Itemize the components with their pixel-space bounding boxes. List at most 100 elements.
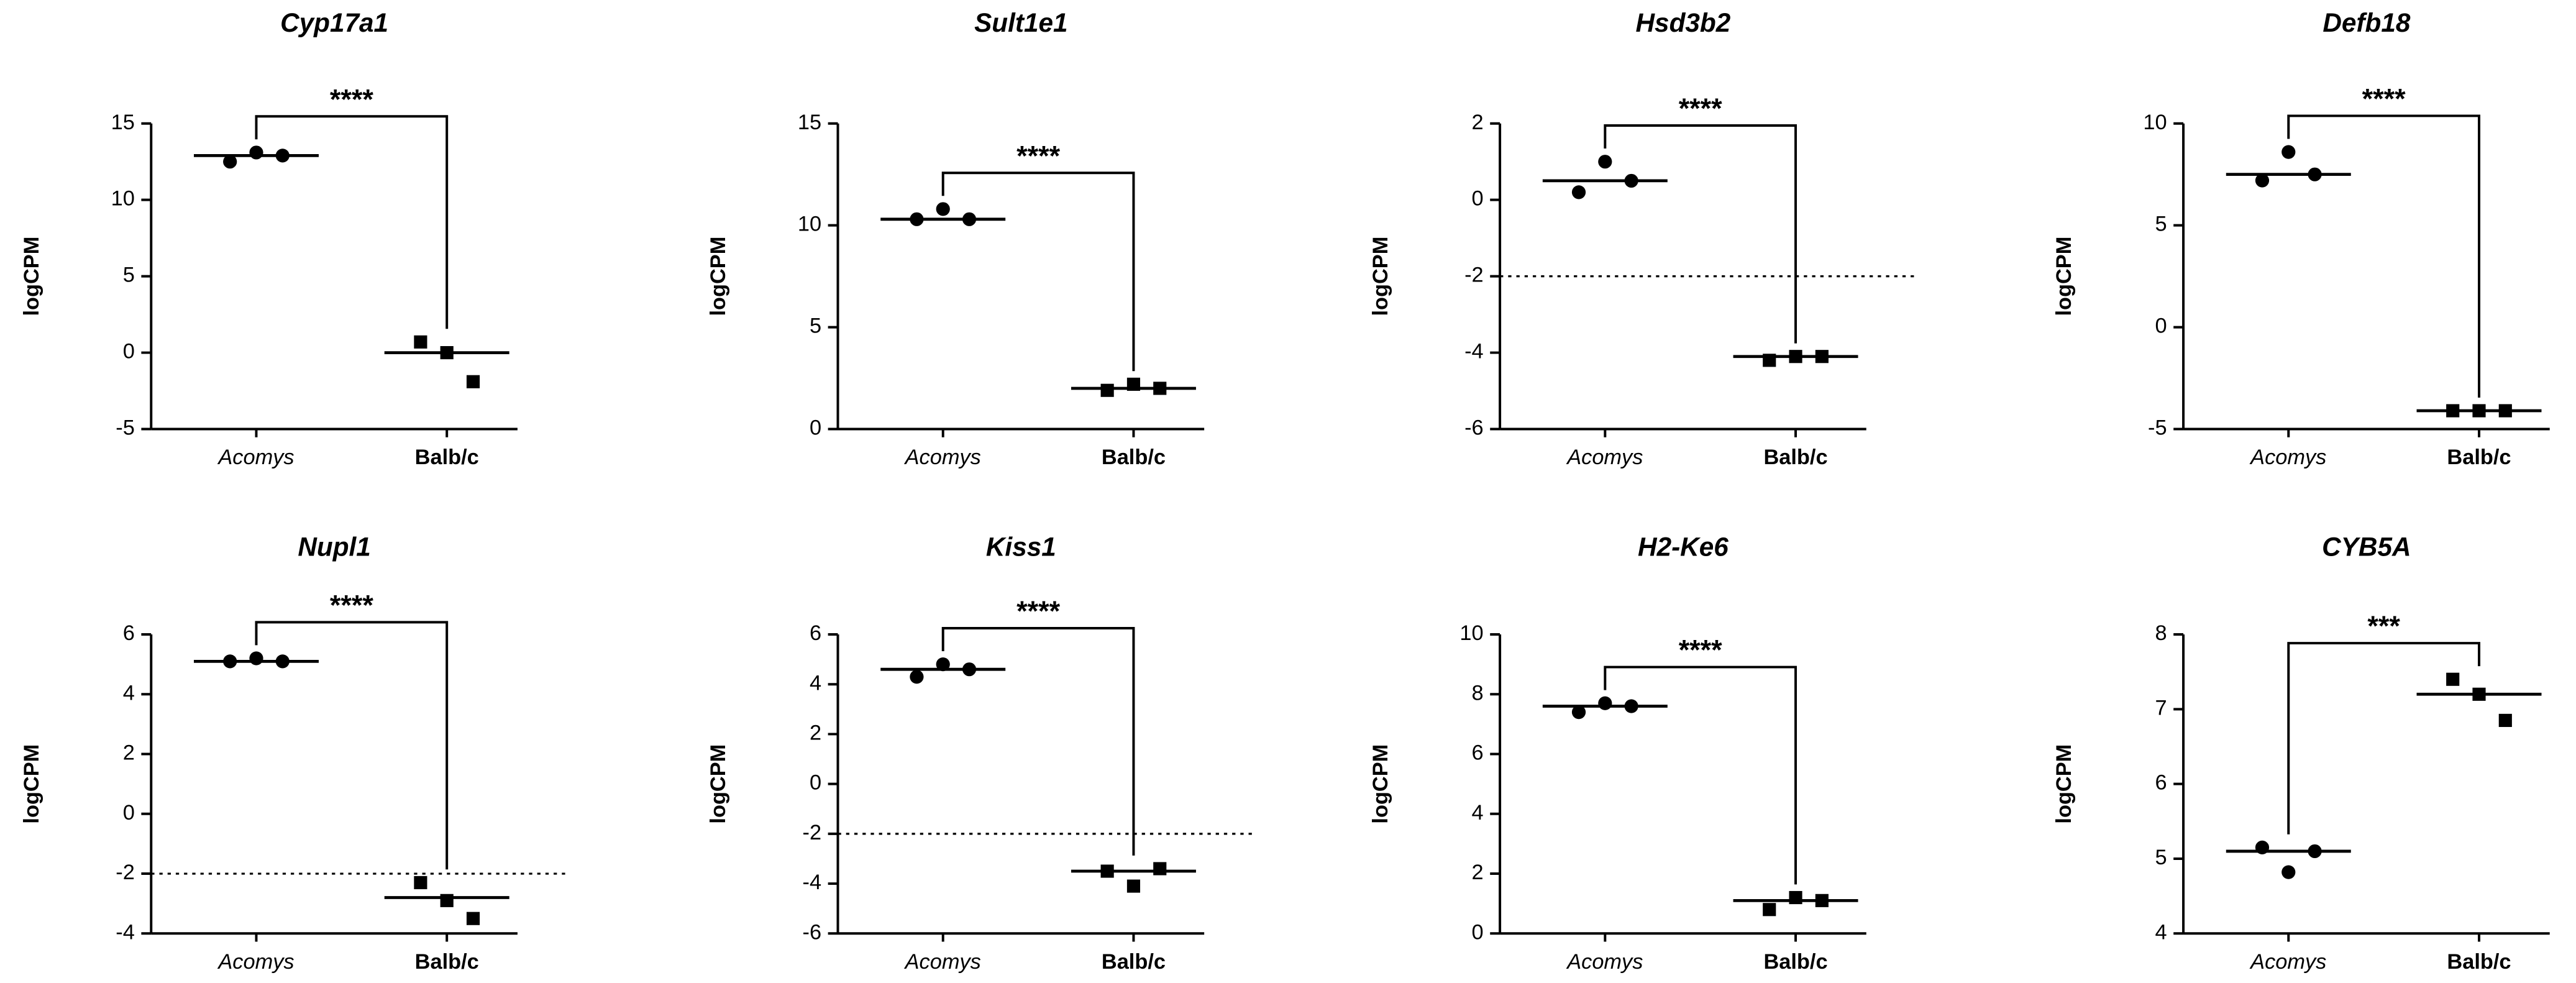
significance-label: **** — [1679, 93, 1722, 124]
y-tick-label: 0 — [810, 771, 821, 795]
y-tick-label: 2 — [810, 721, 821, 745]
y-axis-label: logCPM — [1369, 744, 1392, 824]
significance-bracket — [255, 115, 449, 329]
significance-bracket — [941, 171, 1135, 372]
x-tick-label: Balb/c — [1102, 950, 1166, 974]
data-point — [2498, 404, 2512, 418]
data-point — [2446, 672, 2460, 686]
significance-bracket — [1604, 124, 1797, 344]
data-point — [1789, 890, 1802, 905]
data-point — [466, 912, 480, 925]
data-point — [275, 149, 290, 163]
y-tick-label: 2 — [123, 741, 135, 765]
x-tick-label: Balb/c — [2447, 446, 2511, 469]
y-tick-label: 2 — [1472, 861, 1484, 884]
data-point — [2308, 844, 2322, 859]
y-tick-label: 5 — [123, 263, 135, 287]
significance-label: **** — [330, 83, 373, 115]
y-tick-label: 0 — [123, 340, 135, 363]
data-point — [414, 876, 427, 890]
y-tick-label: -6 — [803, 920, 822, 944]
data-point — [466, 375, 480, 388]
significance-bracket — [1604, 665, 1797, 885]
significance-label: *** — [2367, 610, 2400, 642]
y-tick-label: 5 — [810, 314, 821, 338]
y-tick-label: 5 — [2155, 846, 2167, 869]
data-point — [2281, 145, 2296, 159]
x-tick-label: Acomys — [2249, 446, 2326, 469]
chart-title: Cyp17a1 — [280, 8, 388, 37]
data-point — [910, 670, 924, 684]
y-tick-label: 10 — [1459, 621, 1483, 645]
data-point — [2281, 865, 2296, 879]
data-point — [1126, 377, 1141, 391]
data-point — [1153, 862, 1167, 876]
x-tick-label: Acomys — [1566, 446, 1643, 469]
chart-title: Nupl1 — [298, 533, 370, 562]
y-tick-label: 2 — [1472, 111, 1484, 134]
y-tick-label: 7 — [2155, 696, 2167, 720]
data-point — [936, 657, 950, 672]
data-point — [2472, 687, 2486, 701]
y-tick-label: 0 — [1472, 187, 1484, 211]
y-tick-label: -2 — [803, 821, 822, 844]
y-tick-label: -4 — [803, 871, 822, 894]
y-tick-label: 6 — [1472, 741, 1484, 765]
y-tick-label: 6 — [2155, 771, 2167, 795]
y-tick-label: 8 — [1472, 681, 1484, 705]
significance-label: **** — [1679, 634, 1722, 666]
data-point — [1789, 350, 1802, 363]
data-point — [1126, 879, 1141, 893]
significance-label: **** — [1016, 140, 1060, 171]
data-point — [1571, 705, 1586, 720]
y-tick-label: 6 — [810, 621, 821, 645]
data-point — [1598, 155, 1612, 169]
y-axis-label: logCPM — [20, 237, 43, 316]
x-tick-label: Balb/c — [415, 446, 479, 469]
y-axis-label: logCPM — [20, 744, 43, 824]
chart-title: CYB5A — [2322, 533, 2411, 562]
y-tick-label: 6 — [123, 621, 135, 645]
data-point — [223, 155, 237, 169]
data-point — [910, 212, 924, 226]
y-tick-label: 10 — [111, 187, 135, 211]
y-tick-label: 8 — [2155, 621, 2167, 645]
data-point — [1598, 696, 1612, 710]
x-tick-label: Balb/c — [1763, 446, 1827, 469]
data-point — [1624, 173, 1638, 188]
y-axis-label: logCPM — [2052, 744, 2076, 824]
data-point — [2255, 173, 2270, 188]
chart-title: Kiss1 — [986, 533, 1056, 562]
significance-label: **** — [330, 589, 373, 621]
x-tick-label: Balb/c — [1102, 446, 1166, 469]
data-point — [2255, 840, 2270, 855]
y-tick-label: 0 — [810, 416, 821, 440]
significance-label: **** — [1016, 595, 1060, 627]
y-tick-label: -4 — [116, 920, 135, 944]
x-tick-label: Acomys — [217, 446, 294, 469]
y-tick-label: 10 — [2143, 111, 2167, 134]
y-tick-label: -2 — [116, 861, 135, 884]
y-axis-label: logCPM — [2052, 237, 2076, 316]
x-tick-label: Acomys — [1566, 950, 1643, 974]
data-point — [249, 651, 263, 665]
y-axis-label: logCPM — [706, 237, 730, 316]
y-tick-label: -6 — [1464, 416, 1484, 440]
y-tick-label: 0 — [2155, 314, 2167, 338]
x-tick-label: Balb/c — [1763, 950, 1827, 974]
y-tick-label: 4 — [2155, 920, 2167, 944]
y-tick-label: 15 — [798, 111, 821, 134]
data-point — [962, 662, 977, 677]
chart-title: Defb18 — [2323, 8, 2411, 37]
data-point — [2498, 713, 2512, 727]
data-point — [440, 894, 454, 907]
y-tick-label: 15 — [111, 111, 135, 134]
significance-bracket — [2287, 642, 2480, 834]
data-point — [1100, 383, 1114, 397]
data-point — [223, 654, 237, 669]
data-point — [414, 335, 427, 349]
significance-bracket — [255, 621, 449, 870]
data-point — [1153, 382, 1167, 395]
data-point — [2446, 404, 2460, 418]
